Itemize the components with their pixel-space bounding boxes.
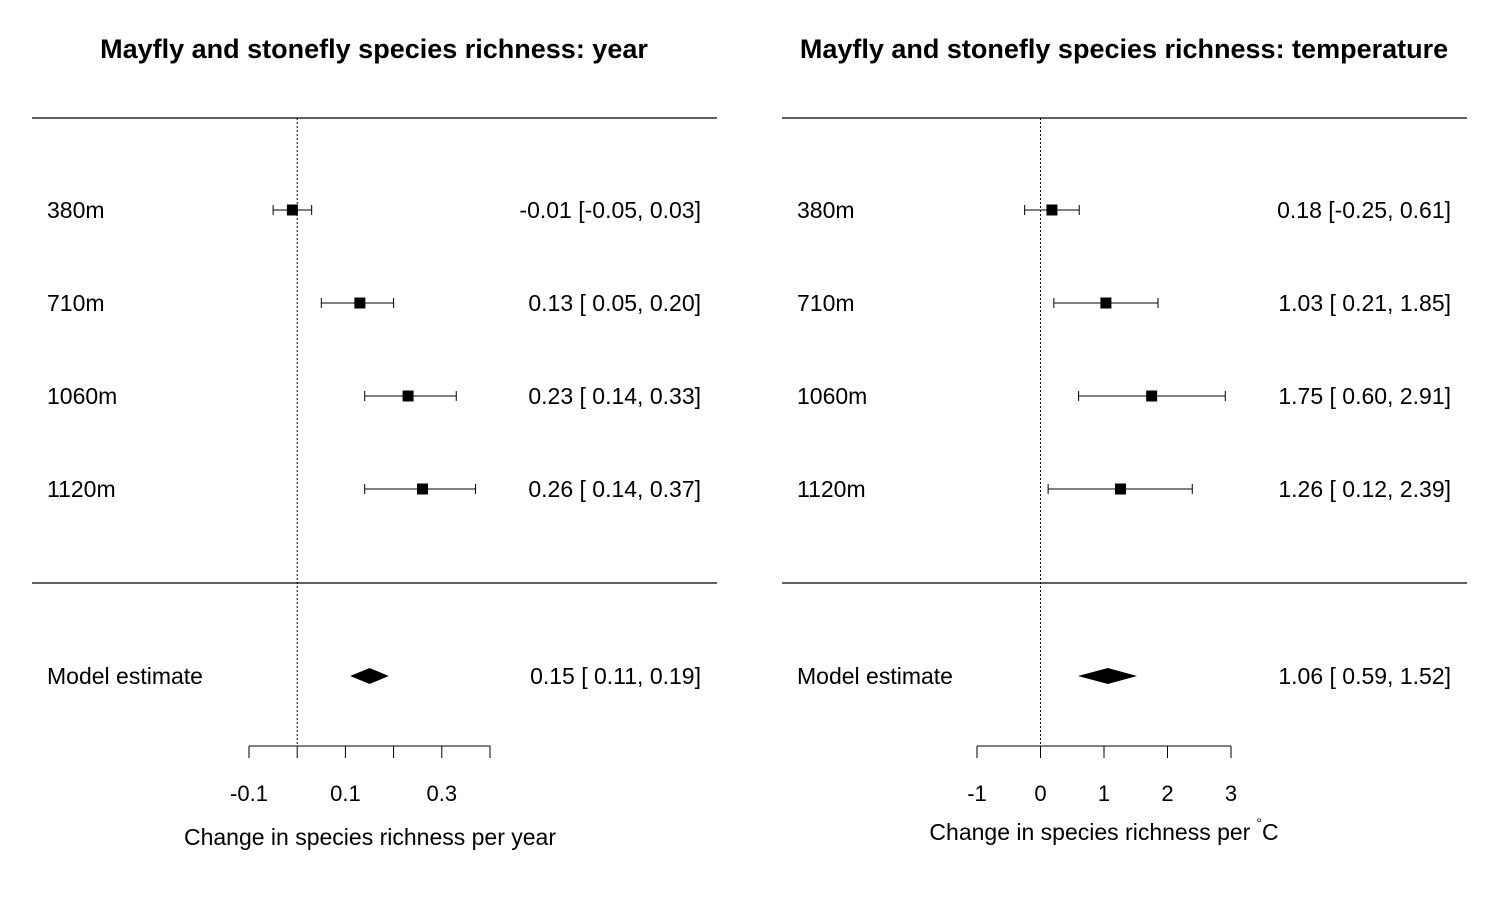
point-estimate-marker xyxy=(286,204,298,216)
point-estimate-marker xyxy=(1115,483,1127,495)
point-estimate-marker xyxy=(417,483,429,495)
x-tick-label: -1 xyxy=(967,781,987,806)
point-estimate-marker xyxy=(354,297,366,309)
summary-diamond xyxy=(1077,668,1138,684)
summary-estimate-text: 0.15 [ 0.11, 0.19] xyxy=(530,663,701,689)
row-label: 1060m xyxy=(47,383,117,409)
row-label: 1060m xyxy=(797,383,867,409)
row-estimate-text: 0.13 [ 0.05, 0.20] xyxy=(528,290,701,316)
row-label: 1120m xyxy=(47,476,116,502)
summary-label: Model estimate xyxy=(47,663,203,689)
x-tick-label: 2 xyxy=(1161,781,1173,806)
row-estimate-text: 0.23 [ 0.14, 0.33] xyxy=(528,383,701,409)
x-axis-label: Change in species richness per year xyxy=(184,824,556,850)
point-estimate-marker xyxy=(1146,390,1158,402)
row-label: 710m xyxy=(797,290,855,316)
row-label: 1120m xyxy=(797,476,866,502)
panel-year: Mayfly and stonefly species richness: ye… xyxy=(32,34,717,850)
row-label: 380m xyxy=(797,197,855,223)
x-tick-label: 0 xyxy=(1034,781,1046,806)
summary-label: Model estimate xyxy=(797,663,953,689)
row-label: 380m xyxy=(47,197,105,223)
panel-title: Mayfly and stonefly species richness: te… xyxy=(800,34,1448,64)
x-tick-label: 0.1 xyxy=(330,781,361,806)
x-tick-label: 1 xyxy=(1098,781,1110,806)
point-estimate-marker xyxy=(1046,204,1058,216)
panel-temperature: Mayfly and stonefly species richness: te… xyxy=(782,34,1467,845)
x-axis-label: Change in species richness per °C xyxy=(929,815,1278,845)
x-tick-label: 0.3 xyxy=(427,781,458,806)
panel-title: Mayfly and stonefly species richness: ye… xyxy=(100,34,648,64)
x-tick-label: 3 xyxy=(1225,781,1237,806)
row-estimate-text: 0.26 [ 0.14, 0.37] xyxy=(528,476,701,502)
point-estimate-marker xyxy=(1100,297,1112,309)
x-axis-label-degree: ° xyxy=(1256,815,1262,831)
row-label: 710m xyxy=(47,290,105,316)
x-tick-label: -0.1 xyxy=(230,781,268,806)
x-axis-label-unit: C xyxy=(1262,819,1279,845)
row-estimate-text: -0.01 [-0.05, 0.03] xyxy=(519,197,701,223)
summary-estimate-text: 1.06 [ 0.59, 1.52] xyxy=(1278,663,1451,689)
row-estimate-text: 0.18 [-0.25, 0.61] xyxy=(1277,197,1451,223)
x-axis-label-main: Change in species richness per xyxy=(929,819,1250,845)
row-estimate-text: 1.03 [ 0.21, 1.85] xyxy=(1278,290,1451,316)
summary-diamond xyxy=(350,668,389,684)
point-estimate-marker xyxy=(402,390,414,402)
row-estimate-text: 1.26 [ 0.12, 2.39] xyxy=(1278,476,1451,502)
row-estimate-text: 1.75 [ 0.60, 2.91] xyxy=(1278,383,1451,409)
